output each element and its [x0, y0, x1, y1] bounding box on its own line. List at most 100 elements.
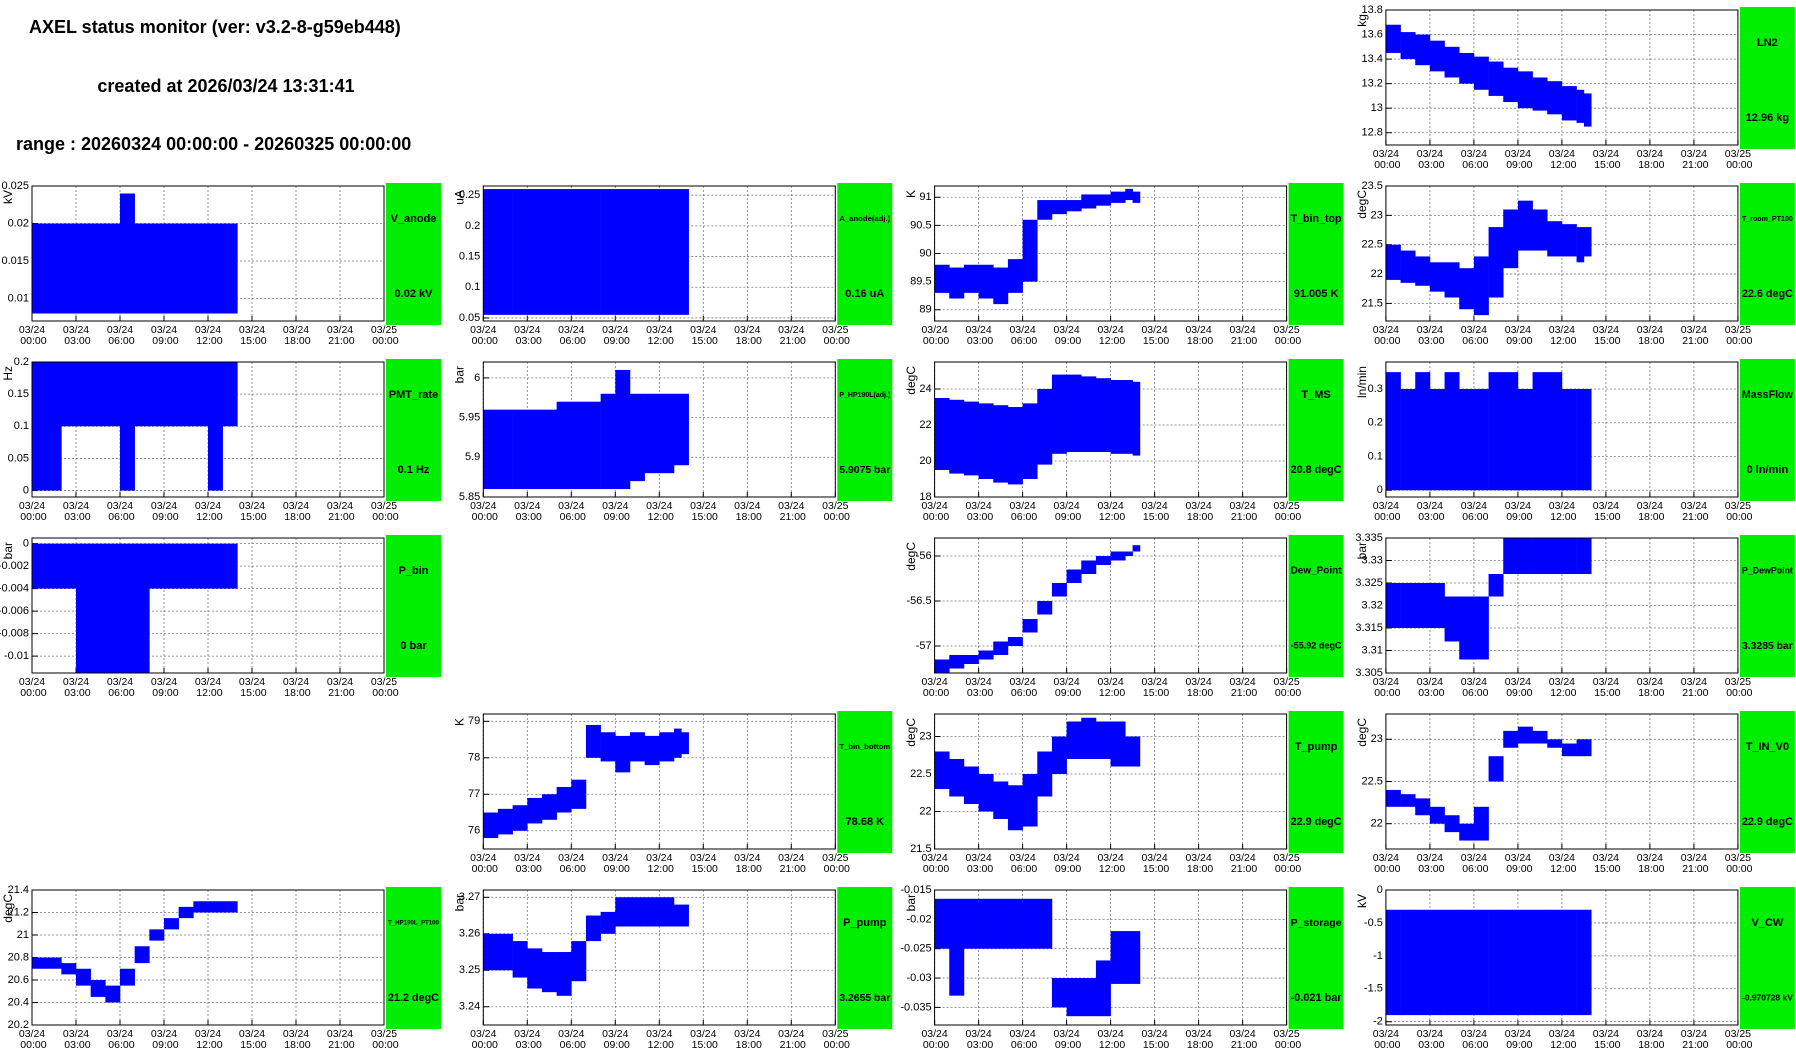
data-band — [1488, 227, 1504, 298]
data-band — [1429, 40, 1445, 72]
status-box — [386, 359, 441, 501]
y-tick-label: 3.315 — [1355, 622, 1383, 634]
data-band — [978, 898, 994, 949]
data-band — [1125, 188, 1133, 201]
panel: 03/24 00:00 03/24 03:00 03/24 06:00 03/24 0… — [1355, 180, 1795, 347]
data-band — [120, 193, 135, 314]
panel: 03/24 00:00 03/24 03:00 03/24 06:00 03/24 0… — [0, 535, 441, 699]
x-tick-label: 03/24 18:00 — [1184, 676, 1213, 699]
data-band — [90, 362, 106, 427]
data-band — [1037, 200, 1053, 220]
x-tick-label: 03/24 12:00 — [1547, 324, 1576, 347]
data-band — [1385, 24, 1401, 53]
y-tick-label: 5.9 — [465, 451, 480, 463]
plot-frame — [482, 361, 836, 498]
x-tick-label: 03/24 12:00 — [193, 500, 222, 523]
panel: 03/24 00:00 03/24 03:00 03/24 06:00 03/24 0… — [904, 359, 1344, 523]
data-band — [978, 774, 994, 812]
data-band — [61, 543, 77, 589]
x-tick-label: 03/25 00:00 — [1723, 148, 1752, 171]
y-tick-label: 13 — [1371, 102, 1383, 114]
data-band — [512, 189, 528, 315]
x-tick-label: 03/24 15:00 — [1591, 324, 1620, 347]
data-band — [681, 904, 689, 927]
y-tick-label: 22.5 — [1361, 239, 1382, 251]
data-band — [1037, 601, 1053, 615]
y-tick-label: -0.01 — [4, 650, 29, 662]
x-tick-label: 03/24 21:00 — [1228, 852, 1257, 875]
data-band — [644, 735, 660, 766]
x-tick-label: 03/24 15:00 — [1591, 148, 1620, 171]
y-tick-label: 90.5 — [910, 219, 931, 231]
y-tick-label: 22.5 — [910, 768, 931, 780]
y-tick-label: 0 — [1377, 484, 1383, 496]
x-tick-label: 03/24 15:00 — [689, 500, 718, 523]
data-band — [681, 393, 689, 466]
data-band — [1400, 583, 1416, 628]
data-band — [659, 897, 675, 927]
y-tick-label: 20.8 — [8, 951, 29, 963]
x-tick-label: 03/24 03:00 — [964, 324, 993, 347]
x-tick-label: 03/24 18:00 — [1635, 1028, 1664, 1051]
data-band — [1037, 898, 1053, 949]
status-name: T_IN_V0 — [1746, 741, 1789, 753]
x-tick-label: 03/24 00:00 — [1371, 324, 1400, 347]
x-tick-label: 03/24 03:00 — [1415, 1028, 1444, 1051]
x-tick-label: 03/24 00:00 — [920, 324, 949, 347]
data-band — [1066, 569, 1082, 583]
y-tick-label: 13.4 — [1361, 53, 1382, 65]
data-band — [1444, 372, 1460, 491]
x-tick-label: 03/24 18:00 — [281, 324, 310, 347]
data-band — [585, 724, 601, 758]
data-band — [1532, 909, 1548, 1016]
data-band — [681, 732, 689, 755]
plot-frame — [934, 889, 1288, 1026]
x-tick-label: 03/24 18:00 — [1635, 852, 1664, 875]
y-tick-label: 3.26 — [459, 928, 480, 940]
y-tick-label: -0.015 — [900, 884, 931, 896]
status-box — [837, 183, 893, 325]
data-band — [1503, 730, 1519, 748]
status-name: T_MS — [1301, 389, 1330, 401]
data-band — [193, 223, 209, 314]
data-band — [1459, 389, 1475, 491]
x-tick-label: 03/24 03:00 — [61, 676, 90, 699]
data-band — [556, 952, 572, 996]
y-tick-label: 23.5 — [1361, 180, 1382, 192]
x-tick-label: 03/24 06:00 — [105, 324, 134, 347]
data-band — [615, 897, 631, 927]
data-band — [571, 189, 587, 315]
data-band — [1415, 372, 1431, 491]
data-band — [1110, 721, 1126, 767]
data-band — [1459, 909, 1475, 1016]
y-tick-label: 3.27 — [459, 891, 480, 903]
x-tick-label: 03/24 06:00 — [1459, 676, 1488, 699]
data-band — [673, 189, 682, 315]
x-tick-label: 03/24 06:00 — [1008, 500, 1037, 523]
data-band — [483, 409, 499, 490]
data-band — [1473, 596, 1489, 660]
time-range: range : 20260324 00:00:00 - 20260325 00:… — [16, 134, 411, 154]
status-name: T_room_PT100 — [1742, 215, 1793, 223]
status-value: 0.02 kV — [395, 288, 434, 300]
created-time: created at 2026/03/24 13:31:41 — [97, 76, 354, 96]
data-band — [659, 189, 675, 315]
x-tick-label: 03/24 15:00 — [237, 676, 266, 699]
data-band — [1583, 909, 1592, 1016]
panel: 03/24 00:00 03/24 03:00 03/24 06:00 03/24 0… — [1, 180, 441, 347]
data-band — [1415, 583, 1431, 628]
data-band — [615, 369, 631, 490]
x-tick-label: 03/25 00:00 — [821, 1028, 850, 1051]
data-band — [585, 189, 601, 315]
x-tick-label: 03/24 09:00 — [149, 324, 178, 347]
y-tick-label: -1.5 — [1364, 983, 1383, 995]
data-band — [1132, 736, 1141, 767]
data-band — [993, 898, 1009, 949]
data-band — [1110, 380, 1126, 454]
x-tick-label: 03/24 06:00 — [557, 500, 586, 523]
data-band — [629, 732, 645, 762]
status-box — [386, 183, 441, 325]
data-band — [644, 897, 660, 927]
data-band — [1051, 374, 1067, 454]
x-tick-label: 03/24 09:00 — [149, 676, 178, 699]
